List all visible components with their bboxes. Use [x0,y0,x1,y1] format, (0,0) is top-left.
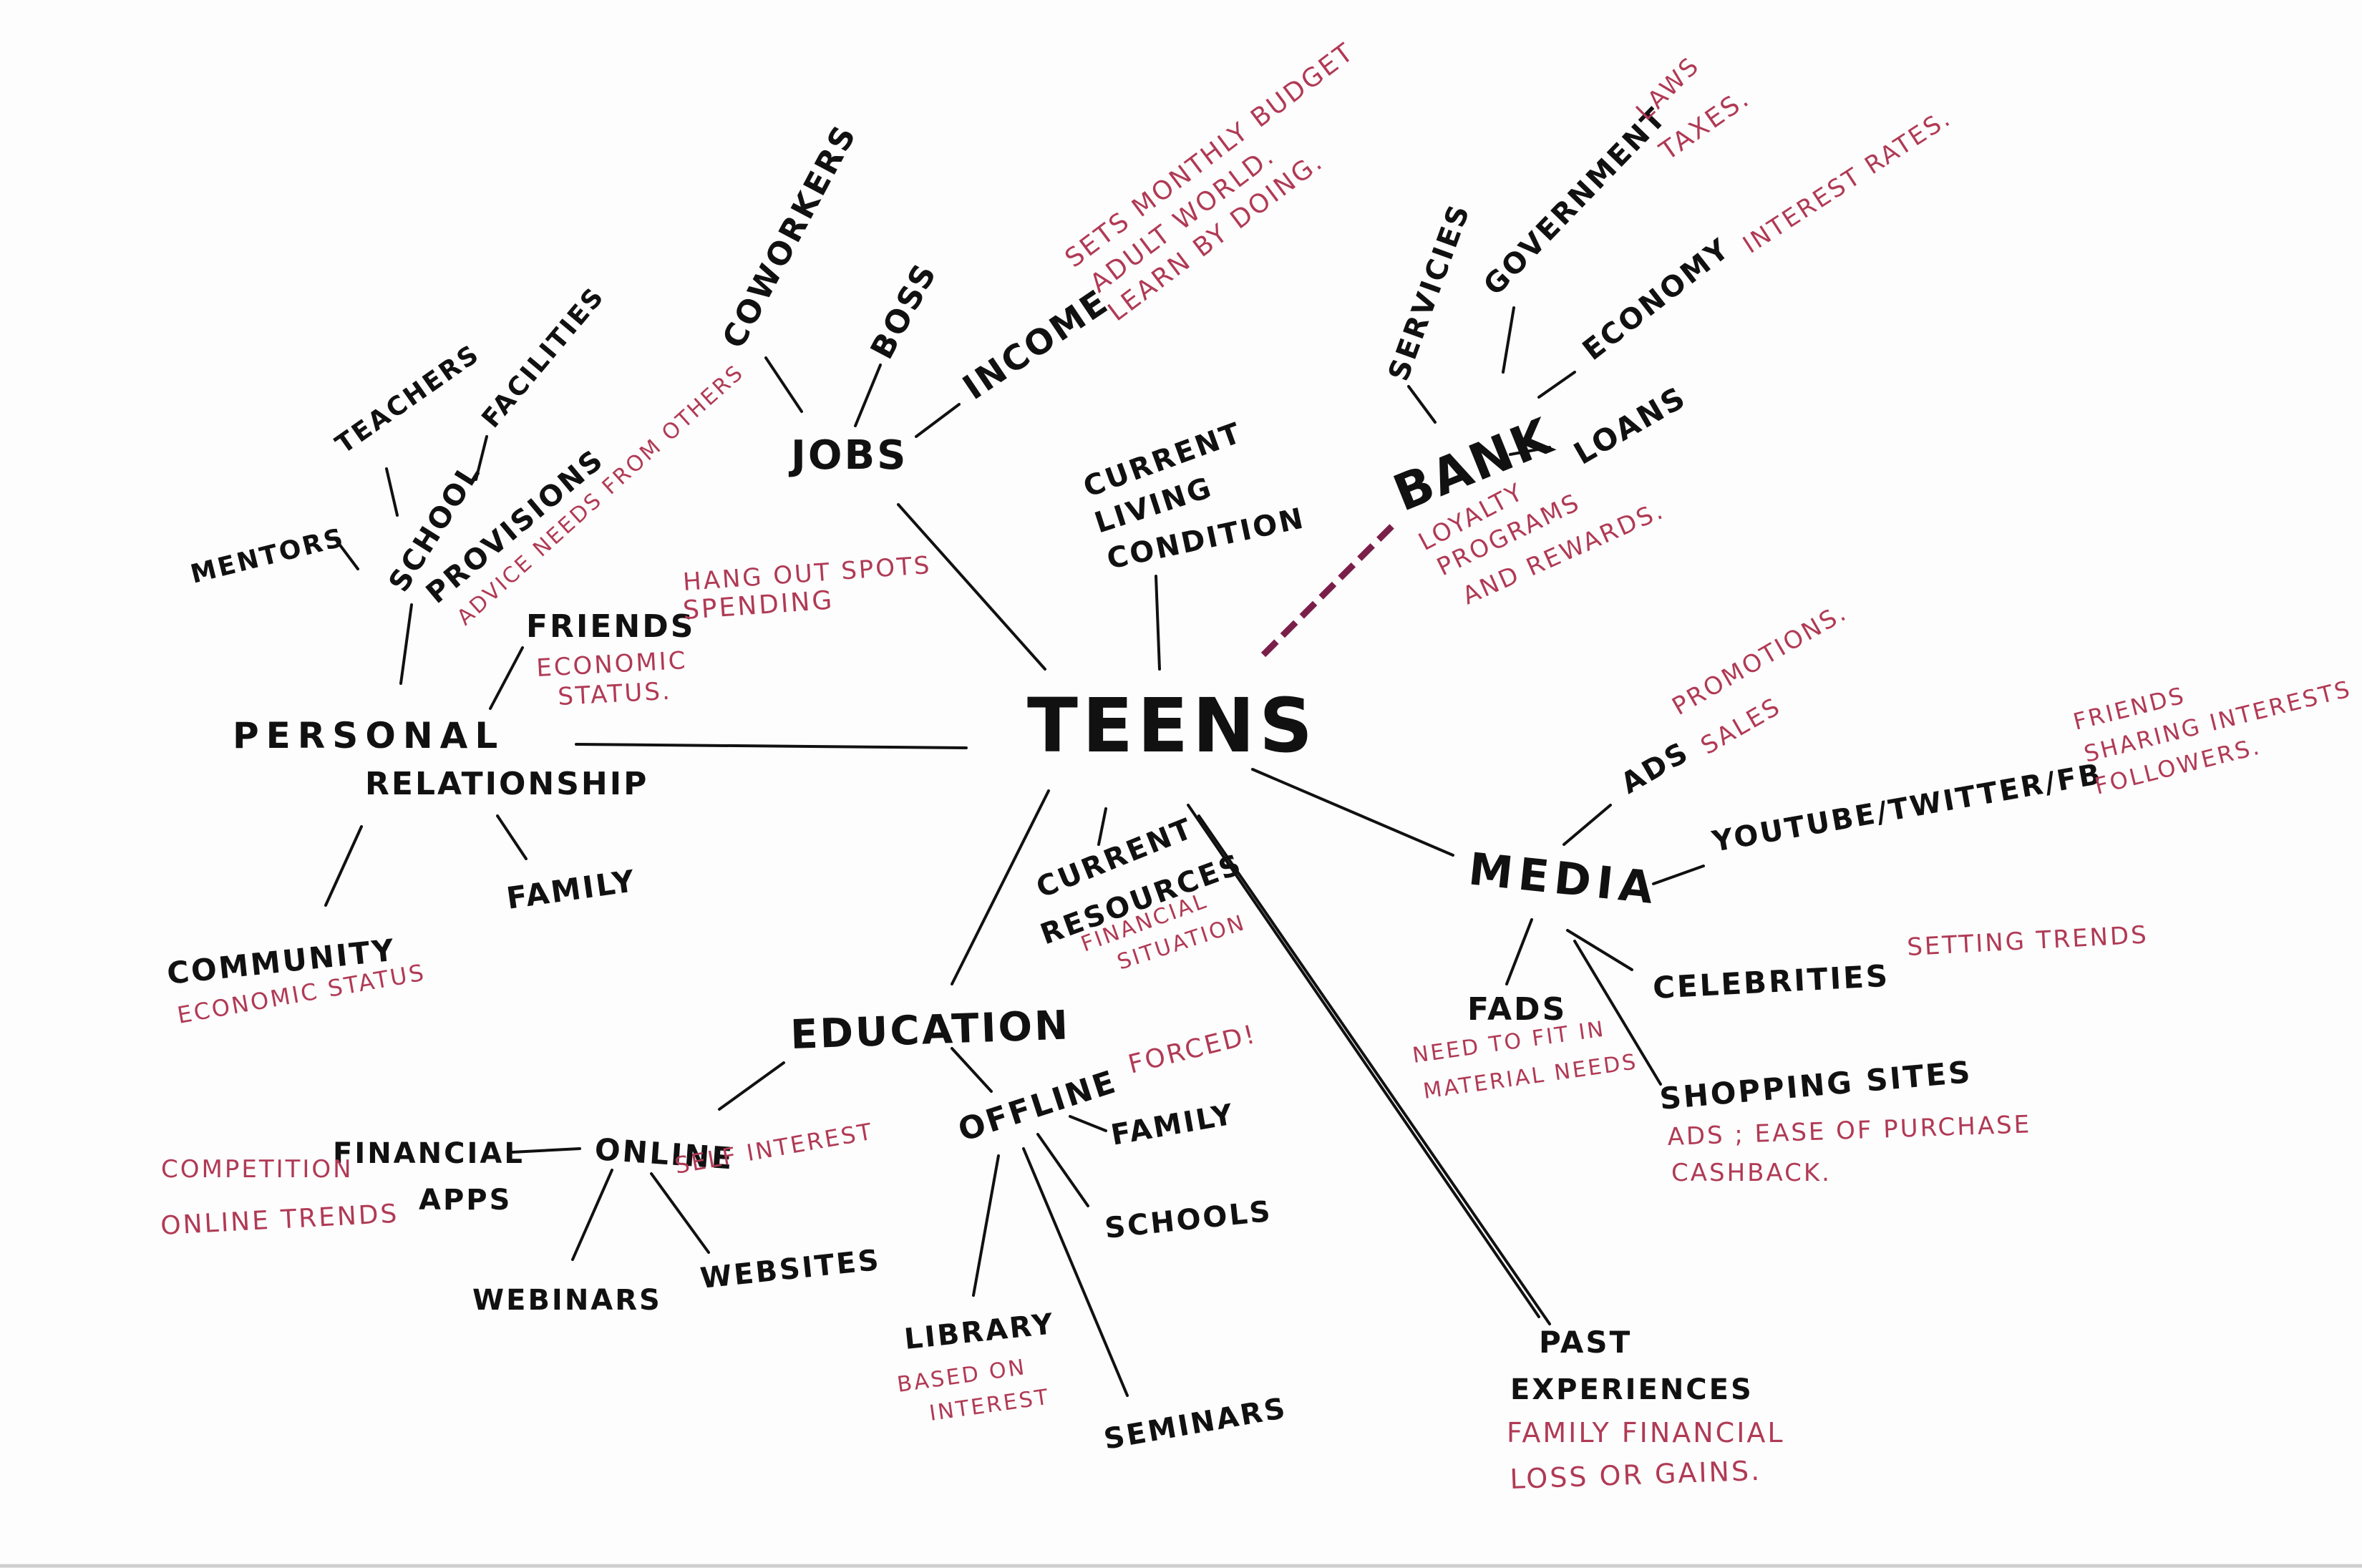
competition-note: COMPETITION [161,1155,354,1184]
personal-node-line-1: PERSONAL [233,715,505,756]
link-teens-bank-dashed [1260,523,1395,658]
income-label: INCOME [956,281,1116,408]
jobs-node: JOBS [788,432,908,479]
economy-note: INTEREST RATES. [1738,104,1957,260]
shopping-label: SHOPPING SITES [1658,1054,1974,1116]
coworkers-label: COWORKERS [716,119,865,355]
social-label: YOUTUBE/TWITTER/FB [1709,758,2105,859]
link-education-online [718,1061,785,1111]
link-offline-family [1069,1115,1107,1132]
financial-label: FINANCIAL [333,1137,525,1170]
link-school-teachers [385,467,399,517]
link-personal-community [324,825,363,907]
ads-label: ADS [1615,736,1695,801]
past-note-2: LOSS OR GAINS. [1510,1455,1762,1495]
schools-label: SCHOOLS [1103,1195,1273,1245]
seminars-label: SEMINARS [1102,1392,1290,1456]
boss-label: BOSS [864,257,945,365]
government-label: GOVERNMENT [1477,101,1673,302]
celebrities-note: SETTING TRENDS [1906,920,2149,962]
facilities-label: FACILITIES [476,281,611,433]
link-media-fads [1505,918,1533,985]
webinars-label: WEBINARS [472,1284,662,1317]
link-bank-economy [1537,371,1576,399]
center-node: TEENS [1027,682,1317,769]
link-bank-government [1502,306,1515,374]
link-personal-friends [489,646,524,710]
websites-label: WEBSITES [699,1244,882,1295]
link-online-websites [650,1172,710,1254]
link-school-facilities [475,435,488,481]
past-branch: PAST EXPERIENCES FAMILY FINANCIAL LOSS O… [1507,1325,1785,1495]
friends-label: FRIENDS [526,608,695,645]
media-branch: MEDIA ADS PROMOTIONS. SALES YOUTUBE/TWIT… [1411,598,2354,1187]
link-teens-living [1155,575,1161,671]
loans-label: LOANS [1568,379,1693,472]
link-bank-services [1407,385,1437,424]
link-media-social [1652,865,1705,885]
services-label: SERVICIES [1382,199,1477,385]
online-note: SELF INTEREST [673,1118,876,1179]
economy-label: ECONOMY [1577,232,1737,367]
link-offline-seminars [1022,1147,1129,1397]
bank-branch: BANK SERVICIES GOVERNMENT LAWS TAXES. EC… [1382,51,1957,610]
jobs-branch: JOBS COWORKERS BOSS INCOME SETS MONTHLY … [716,37,1361,479]
library-label: LIBRARY [903,1308,1056,1356]
link-teens-past [1187,804,1540,1318]
link-teens-media [1251,768,1454,857]
personal-node-line-2: RELATIONSHIP [365,766,648,802]
shopping-note-2: CASHBACK. [1671,1159,1832,1187]
link-bank-loans [1509,446,1551,456]
past-line-1: PAST [1539,1325,1632,1360]
link-teens-past-2 [1197,814,1551,1325]
education-branch: EDUCATION ONLINE SELF INTEREST FINANCIAL… [160,1002,1289,1456]
friends-status-2: STATUS. [557,677,672,711]
link-media-shopping [1573,940,1662,1086]
link-online-webinars [571,1169,613,1261]
link-personal-family [496,814,528,860]
media-node: MEDIA [1466,842,1661,914]
link-jobs-income [915,403,961,438]
link-teens-jobs [897,503,1046,671]
personal-branch: PERSONAL RELATIONSHIP MENTORS TEACHERS S… [165,281,933,1029]
link-teens-education [951,789,1050,985]
offline-note: FORCED! [1125,1020,1260,1080]
past-line-2: EXPERIENCES [1510,1373,1754,1406]
family-label: FAMILY [505,863,638,916]
resources-branch: CURRENT RESOURCES FINANCIAL SITUATION [1032,812,1249,975]
link-teens-resources [1097,807,1107,846]
link-media-ads [1562,804,1612,846]
apps-label: APPS [419,1184,512,1217]
link-jobs-boss [854,364,882,427]
offline-family-label: FAMILY [1109,1098,1238,1152]
link-offline-schools [1036,1133,1089,1207]
link-teens-personal [575,743,968,749]
shopping-note-1: ADS ; EASE OF PURCHASE [1667,1110,2032,1151]
teachers-label: TEACHERS [331,339,486,460]
celebrities-label: CELEBRITIES [1652,958,1890,1005]
connectors [324,306,1705,1397]
education-node: EDUCATION [789,1002,1071,1058]
mentors-label: MENTORS [188,523,348,590]
link-personal-school [399,603,413,685]
living-branch: CURRENT LIVING CONDITION [1079,417,1308,576]
link-offline-library [972,1154,1000,1297]
past-note-1: FAMILY FINANCIAL [1507,1417,1785,1448]
link-online-financial [510,1147,581,1154]
fads-label: FADS [1467,991,1567,1028]
online-trends-note: ONLINE TRENDS [160,1199,399,1241]
link-jobs-coworkers [764,356,803,413]
link-media-celebrities [1566,929,1633,971]
link-education-offline [951,1047,993,1093]
link-school-mentors [335,539,359,570]
